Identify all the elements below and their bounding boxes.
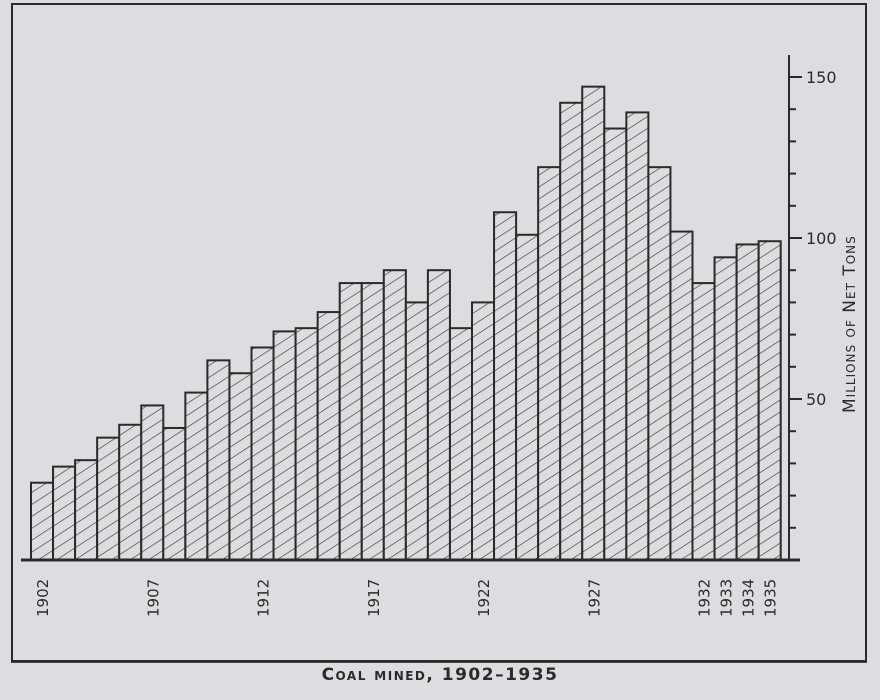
x-tick-label: 1917 [365,579,383,617]
bar-1910 [206,359,231,561]
divider [11,662,867,663]
bar-1919 [404,301,429,561]
bar-1934 [735,243,760,561]
bar-1935 [757,240,782,561]
chart-frame [11,3,867,662]
bar-1923 [493,211,518,562]
bar-1932 [691,282,716,561]
bar-1933 [713,256,738,561]
y-axis-label: Millions of Net Tons [840,235,860,413]
bar-1912 [250,346,275,562]
bar-1930 [647,166,672,561]
x-tick-label: 1927 [585,579,603,617]
bar-1911 [228,372,253,561]
x-tick-label: 1912 [255,579,273,617]
bar-1915 [316,311,341,561]
y-tick-label: 100 [806,229,837,248]
bar-1931 [669,230,694,561]
bar-1907 [140,404,165,561]
bar-1902 [30,481,55,561]
bar-1927 [581,85,606,561]
bar-1922 [471,301,496,561]
bar-1920 [426,269,451,561]
x-tick-label: 1902 [34,579,52,617]
bar-1924 [515,233,540,561]
bar-1916 [338,282,363,561]
bars-group [30,85,782,562]
y-tick-label: 50 [806,390,826,409]
x-axis-tick-labels: 1902 1907 1912 1917 1922 1927 1932 1933 1934 1935 [34,579,780,617]
bar-1914 [294,327,319,561]
x-tick-label: 1922 [475,579,493,617]
bar-1928 [603,127,628,562]
x-tick-label: 1935 [762,579,780,617]
bar-1908 [162,426,187,562]
bar-1909 [184,391,209,561]
bar-1926 [559,101,584,561]
y-axis: 50 100 150 [788,55,837,560]
bar-1918 [382,269,407,561]
bar-1917 [360,282,385,561]
bar-1905 [96,436,121,562]
y-tick-label: 150 [806,68,837,87]
bar-1906 [118,423,143,562]
bar-1904 [74,459,99,561]
bar-1921 [448,327,474,561]
bar-1913 [272,330,297,561]
bar-1925 [537,166,562,561]
bar-1929 [625,111,650,561]
x-tick-label: 1933 [718,579,736,617]
x-tick-label: 1934 [740,579,758,617]
x-tick-label: 1907 [144,579,162,617]
bar-1903 [52,465,77,561]
chart-title: Coal mined, 1902–1935 [321,665,559,685]
x-tick-label: 1932 [696,579,714,617]
